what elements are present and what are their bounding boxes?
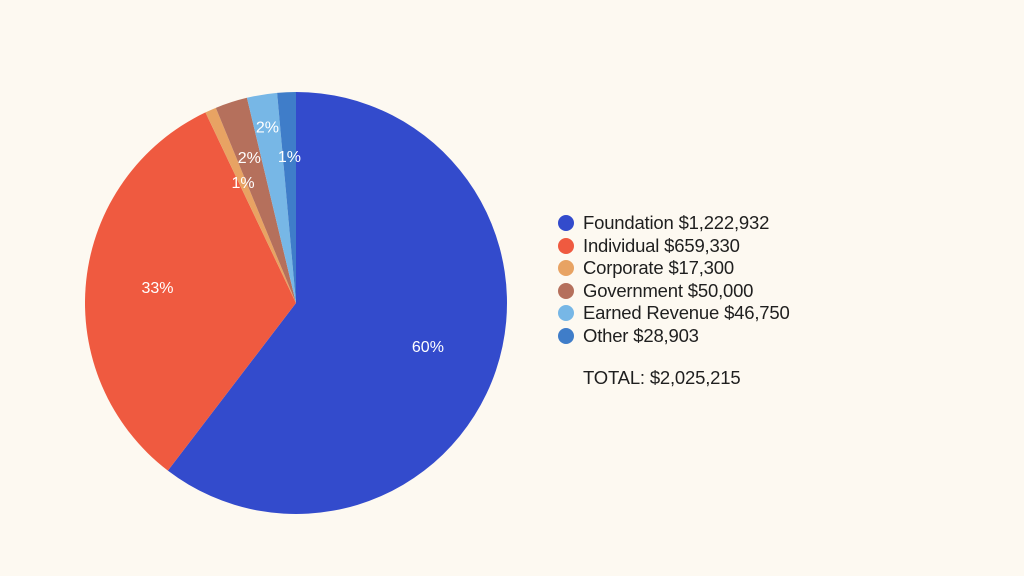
- legend-label-other: Other: [583, 324, 629, 346]
- pie-slice-corporate: [205, 107, 296, 303]
- pie-slice-government: [215, 97, 296, 303]
- legend-label-earned-revenue: Earned Revenue: [583, 302, 720, 324]
- legend-amount-individual: $659,330: [664, 234, 740, 256]
- legend-item-individual: Individual $659,330: [558, 235, 790, 258]
- legend-item-earned-revenue: Earned Revenue $46,750: [558, 302, 790, 325]
- legend-label-individual: Individual: [583, 234, 660, 256]
- legend-amount-earned-revenue: $46,750: [724, 302, 790, 324]
- pie-slice-other: [277, 92, 296, 303]
- legend-amount-other: $28,903: [633, 324, 699, 346]
- total-value: $2,025,215: [649, 367, 741, 388]
- legend-amount-government: $50,000: [687, 279, 754, 301]
- legend-item-foundation: Foundation $1,222,932: [558, 212, 790, 235]
- total-line: TOTAL: $2,025,215: [558, 367, 790, 389]
- legend-swatch-government: [558, 282, 574, 299]
- legend-swatch-individual: [558, 237, 574, 254]
- legend-swatch-earned-revenue: [558, 305, 574, 322]
- legend-swatch-other: [558, 327, 574, 344]
- pie-slice-individual: [84, 112, 296, 471]
- legend-label-government: Government: [583, 279, 683, 301]
- slice-label-corporate: 1%: [231, 175, 254, 192]
- slice-label-individual: 33%: [141, 280, 173, 297]
- legend-item-other: Other $28,903: [558, 325, 790, 348]
- legend: Foundation $1,222,932 Individual $659,330 Co…: [558, 212, 790, 389]
- legend-label-corporate: Corporate: [583, 257, 664, 279]
- slice-label-government: 2%: [238, 150, 261, 167]
- legend-amount-foundation: $1,222,932: [678, 212, 770, 234]
- pie-slice-earned-revenue: [246, 92, 296, 303]
- slice-label-earned-revenue: 2%: [256, 120, 279, 137]
- legend-item-government: Government $50,000: [558, 280, 790, 303]
- legend-item-corporate: Corporate $17,300: [558, 257, 790, 280]
- pie-slice-foundation: [167, 92, 507, 514]
- pie-chart: 60% 33% 1% 2% 2% 1%: [84, 92, 507, 514]
- legend-swatch-corporate: [558, 260, 574, 277]
- legend-amount-corporate: $17,300: [668, 257, 734, 279]
- total-label: TOTAL:: [583, 367, 645, 388]
- legend-swatch-foundation: [558, 215, 574, 232]
- legend-label-foundation: Foundation: [583, 212, 674, 234]
- slice-label-other: 1%: [278, 149, 301, 166]
- slice-label-foundation: 60%: [412, 339, 444, 356]
